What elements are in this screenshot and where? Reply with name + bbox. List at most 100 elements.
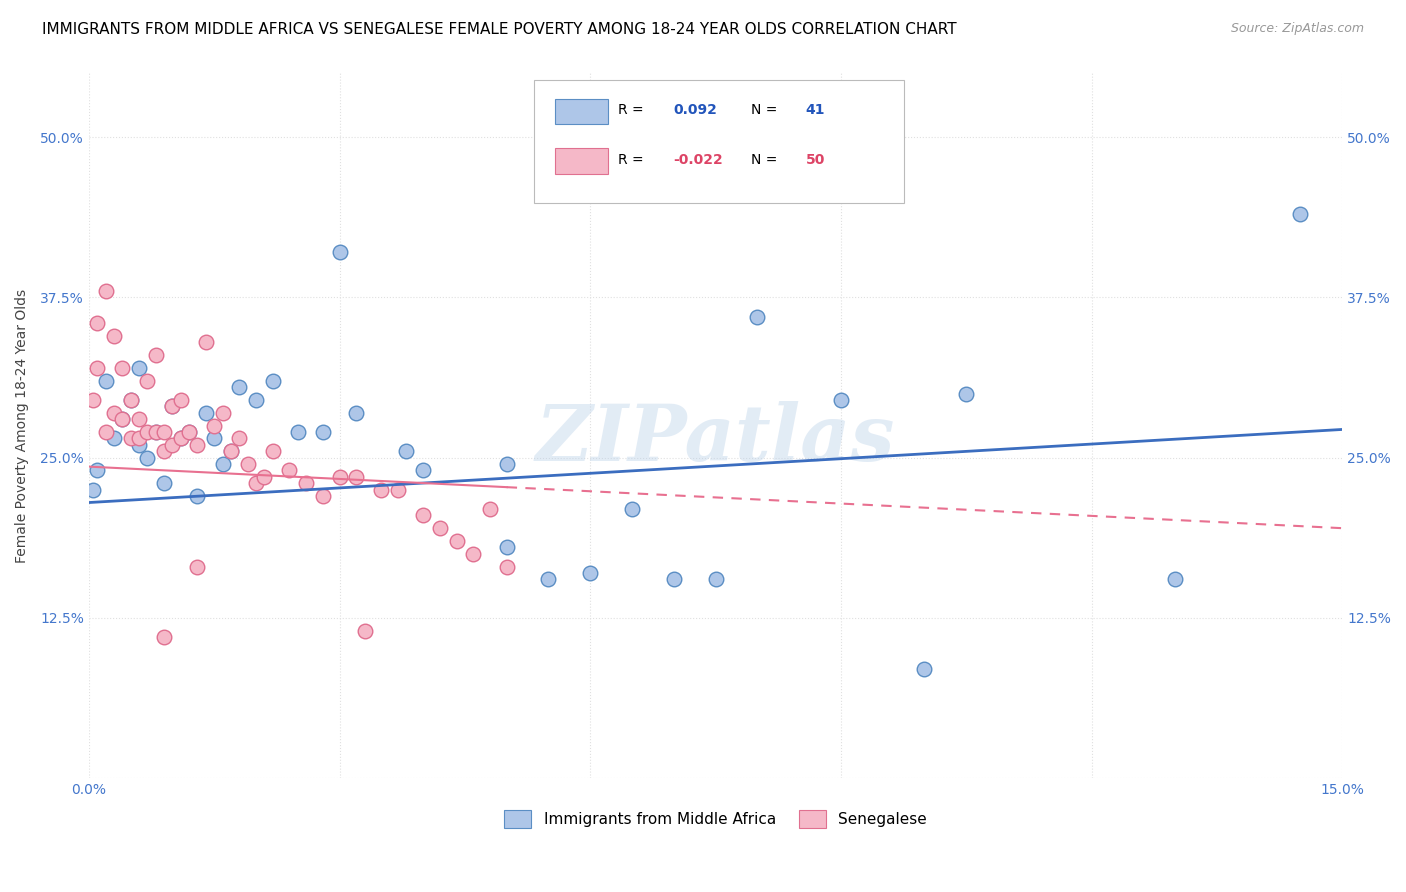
Text: 50: 50 xyxy=(806,153,825,167)
Point xyxy=(94,284,117,298)
Text: 0.092: 0.092 xyxy=(673,103,717,118)
Point xyxy=(495,559,517,574)
Point xyxy=(1289,207,1312,221)
Point xyxy=(662,573,685,587)
Point xyxy=(295,476,318,491)
Point xyxy=(579,566,602,580)
Point xyxy=(153,630,176,644)
Point xyxy=(387,483,409,497)
Point xyxy=(830,392,852,407)
Text: N =: N = xyxy=(751,153,778,167)
Point xyxy=(1164,573,1187,587)
Point xyxy=(153,425,176,439)
Point xyxy=(262,374,284,388)
Point xyxy=(153,476,176,491)
Point xyxy=(262,444,284,458)
Text: N =: N = xyxy=(751,103,778,118)
Point xyxy=(395,444,418,458)
Point xyxy=(111,360,134,375)
Text: 41: 41 xyxy=(806,103,825,118)
Point xyxy=(704,573,727,587)
Point xyxy=(136,374,159,388)
Point xyxy=(170,432,193,446)
Point xyxy=(211,457,233,471)
Point xyxy=(328,470,350,484)
Point xyxy=(914,662,936,676)
Point xyxy=(128,432,150,446)
Point xyxy=(136,450,159,465)
Point xyxy=(955,386,977,401)
Point xyxy=(120,392,142,407)
Text: IMMIGRANTS FROM MIDDLE AFRICA VS SENEGALESE FEMALE POVERTY AMONG 18-24 YEAR OLDS: IMMIGRANTS FROM MIDDLE AFRICA VS SENEGAL… xyxy=(42,22,957,37)
Bar xyxy=(555,148,607,174)
Point xyxy=(537,573,560,587)
Point xyxy=(211,406,233,420)
Point xyxy=(495,541,517,555)
Point xyxy=(253,470,276,484)
Point xyxy=(82,483,104,497)
Point xyxy=(344,470,367,484)
Point xyxy=(429,521,451,535)
Point xyxy=(120,432,142,446)
Point xyxy=(245,392,267,407)
Text: ZIPatlas: ZIPatlas xyxy=(536,401,896,478)
Point xyxy=(287,425,309,439)
Point xyxy=(86,316,108,330)
Point xyxy=(179,425,201,439)
Point xyxy=(145,425,167,439)
Point xyxy=(747,310,769,324)
Point xyxy=(94,425,117,439)
Point xyxy=(86,360,108,375)
Point xyxy=(228,432,250,446)
Point xyxy=(186,438,208,452)
Point xyxy=(179,425,201,439)
Point xyxy=(194,335,217,350)
Bar xyxy=(555,99,607,125)
Point xyxy=(245,476,267,491)
Point xyxy=(412,508,434,523)
Point xyxy=(103,329,125,343)
Text: R =: R = xyxy=(617,153,644,167)
Point xyxy=(82,392,104,407)
Point xyxy=(219,444,242,458)
Point xyxy=(344,406,367,420)
Text: R =: R = xyxy=(617,103,644,118)
Point xyxy=(312,425,335,439)
Point xyxy=(128,360,150,375)
Point xyxy=(86,463,108,477)
Point xyxy=(145,425,167,439)
Point xyxy=(495,457,517,471)
Text: -0.022: -0.022 xyxy=(673,153,723,167)
Point xyxy=(278,463,301,477)
Point xyxy=(620,502,643,516)
Point xyxy=(103,406,125,420)
Point xyxy=(162,438,184,452)
Legend: Immigrants from Middle Africa, Senegalese: Immigrants from Middle Africa, Senegales… xyxy=(498,805,934,834)
Point xyxy=(412,463,434,477)
Point xyxy=(103,432,125,446)
Point xyxy=(162,400,184,414)
Point xyxy=(228,380,250,394)
Point xyxy=(111,412,134,426)
Point xyxy=(202,418,225,433)
Point xyxy=(145,348,167,362)
Point xyxy=(162,400,184,414)
Point xyxy=(136,425,159,439)
Text: Source: ZipAtlas.com: Source: ZipAtlas.com xyxy=(1230,22,1364,36)
Point xyxy=(128,412,150,426)
Point xyxy=(219,444,242,458)
Point xyxy=(94,374,117,388)
Point xyxy=(353,624,375,638)
Point xyxy=(202,432,225,446)
Y-axis label: Female Poverty Among 18-24 Year Olds: Female Poverty Among 18-24 Year Olds xyxy=(15,288,30,563)
Point xyxy=(312,489,335,503)
Point xyxy=(478,502,501,516)
Point xyxy=(446,534,468,549)
Point xyxy=(186,559,208,574)
Point xyxy=(463,547,485,561)
Point xyxy=(128,438,150,452)
Point xyxy=(120,392,142,407)
Point xyxy=(194,406,217,420)
Point xyxy=(170,392,193,407)
Point xyxy=(186,489,208,503)
